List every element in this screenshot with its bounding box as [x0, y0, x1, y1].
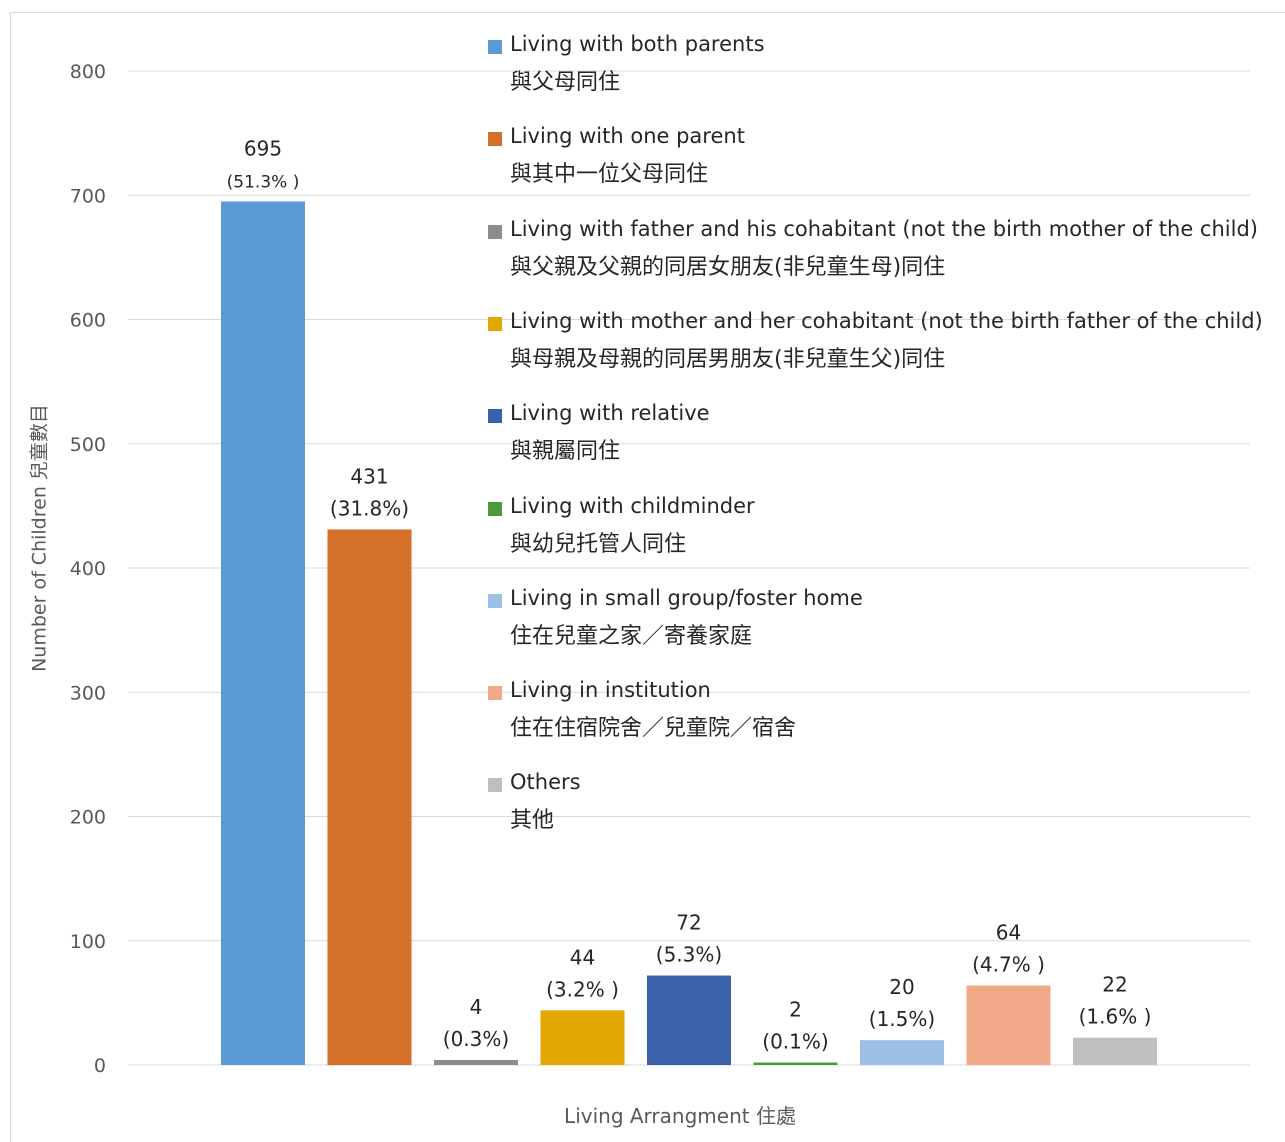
y-tick-label: 200	[70, 807, 106, 829]
data-label-value: 20	[889, 975, 914, 999]
y-tick-label: 100	[70, 931, 106, 953]
data-label-percent: (31.8%)	[330, 496, 409, 520]
legend-label-zh: 與母親及母親的同居男朋友(非兒童生父)同住	[510, 346, 946, 372]
y-tick-label: 600	[70, 310, 106, 332]
data-label-value: 695	[244, 136, 282, 160]
y-tick-label: 700	[70, 185, 106, 207]
bar	[966, 985, 1051, 1065]
legend-label-zh: 住在住宿院舍／兒童院／宿舍	[510, 716, 797, 742]
bar	[860, 1040, 944, 1065]
data-label-value: 22	[1102, 973, 1127, 997]
x-axis-title: Living Arrangment 住處	[564, 1104, 796, 1128]
bar	[327, 529, 412, 1065]
data-label-percent: (4.7% )	[972, 952, 1045, 976]
bar	[434, 1060, 518, 1065]
legend-label-en: Living in institution	[510, 678, 711, 703]
data-label-percent: (1.6% )	[1079, 1005, 1152, 1029]
legend-label-en: Living with mother and her cohabitant (n…	[510, 308, 1263, 333]
legend-swatch	[488, 501, 502, 516]
legend-label-en: Living with both parents	[510, 32, 765, 56]
legend-label-en: Living with childminder	[510, 493, 755, 518]
legend-label-zh: 與其中一位父母同住	[510, 162, 709, 188]
data-labels: 695 (51.3% ) 431 (31.8%) 4 (0.3%) 44 (3.2% ) 72 (…	[227, 136, 1152, 1053]
y-tick-label: 300	[70, 682, 106, 704]
bar	[647, 975, 731, 1065]
bar	[753, 1062, 838, 1065]
legend-swatch	[488, 593, 502, 608]
legend-swatch	[488, 40, 502, 54]
y-tick-label: 400	[70, 558, 106, 580]
legend-label-zh: 住在兒童之家／寄養家庭	[510, 623, 753, 649]
data-label-percent: (5.3%)	[656, 943, 722, 967]
data-label-percent: (0.3%)	[443, 1027, 509, 1051]
legend-label-en: Living in small group/foster home	[510, 585, 863, 610]
legend-label-zh: 與父母同住	[510, 70, 621, 95]
data-label-value: 431	[350, 464, 388, 488]
legend-swatch	[488, 224, 502, 239]
data-label-value: 2	[789, 998, 802, 1022]
y-axis-title: Number of Children 兒童數目	[28, 404, 51, 672]
legend-swatch	[488, 686, 502, 701]
legend-swatch	[488, 316, 502, 331]
legend-swatch	[488, 132, 502, 147]
legend-label-en: Others	[510, 770, 581, 795]
data-label-percent: (0.1%)	[762, 1030, 828, 1054]
bar	[540, 1010, 625, 1065]
bars	[221, 201, 1157, 1065]
legend-swatch	[488, 409, 502, 424]
y-tick-label: 0	[94, 1055, 106, 1077]
bar	[221, 201, 305, 1065]
legend-label-zh: 與親屬同住	[510, 439, 621, 465]
chart-frame	[10, 12, 1285, 1142]
data-label-value: 4	[470, 995, 483, 1019]
legend-label-en: Living with one parent	[510, 124, 745, 149]
legend-label-zh: 與幼兒托管人同住	[510, 531, 687, 557]
bar	[1073, 1037, 1157, 1065]
data-label-value: 64	[996, 920, 1021, 944]
y-tick-label: 500	[70, 434, 106, 456]
legend-label-en: Living with relative	[510, 401, 710, 426]
data-label-percent: (1.5%)	[869, 1007, 935, 1031]
data-label-value: 72	[676, 911, 701, 935]
legend-label-en: Living with father and his cohabitant (n…	[510, 216, 1258, 241]
data-label-percent: (3.2% )	[546, 977, 619, 1001]
legend-swatch	[488, 778, 502, 793]
legend-label-zh: 與父親及父親的同居女朋友(非兒童生母)同住	[510, 254, 946, 280]
y-tick-labels: 0 100 200 300 400 500 600 700 800	[70, 61, 106, 1077]
data-label-value: 44	[570, 945, 595, 969]
legend-label-zh: 其他	[510, 808, 555, 834]
y-tick-label: 800	[70, 61, 106, 83]
data-label-percent: (51.3% )	[227, 172, 300, 192]
